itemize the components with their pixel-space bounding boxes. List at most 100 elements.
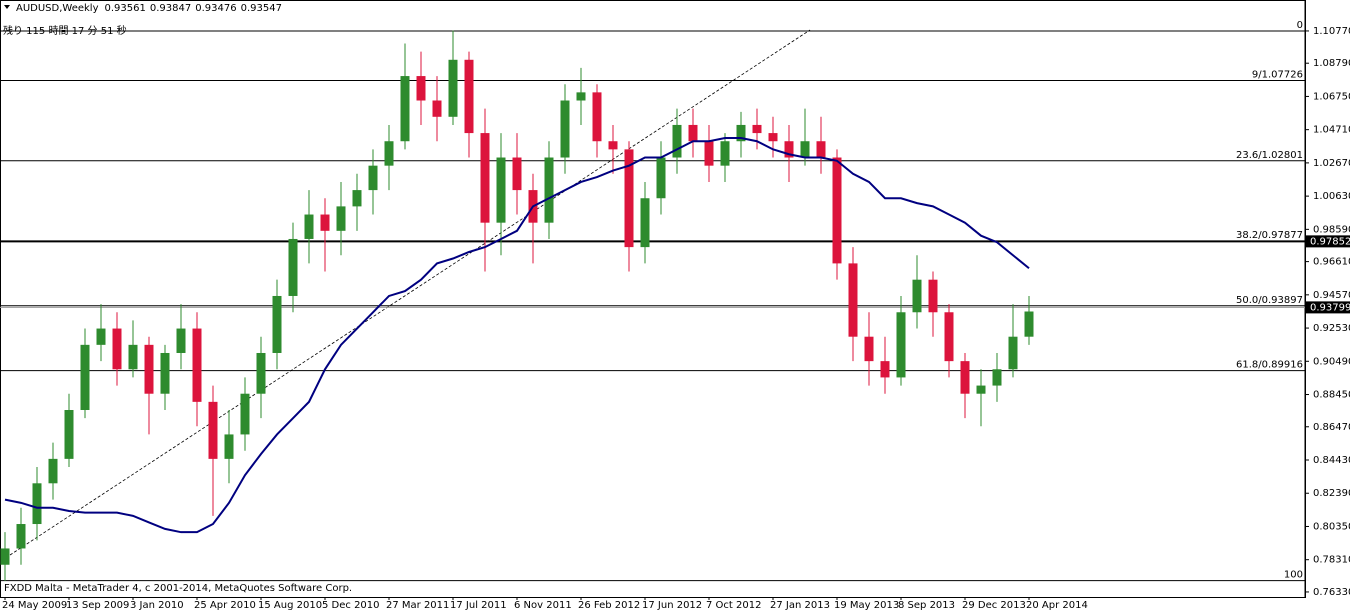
candle-body — [832, 157, 842, 264]
candle-body — [800, 141, 810, 158]
x-tick-label: 29 Dec 2013 — [962, 600, 1026, 611]
x-tick-label: 6 Nov 2011 — [514, 600, 572, 611]
y-tick-label: 1.04710 — [1313, 125, 1350, 136]
marker-label: 0.97852 — [1310, 236, 1350, 247]
candle-body — [864, 336, 874, 362]
y-tick-label: 1.02670 — [1313, 158, 1350, 169]
x-tick-label: 7 Oct 2012 — [706, 600, 761, 611]
indicator-line — [4, 136, 1030, 534]
x-tick-label: 24 May 2009 — [2, 600, 67, 611]
candle-body — [160, 352, 170, 394]
y-tick-label: 1.06750 — [1313, 91, 1350, 102]
candle-body — [704, 141, 714, 166]
marker-box — [1306, 301, 1350, 314]
candle-body — [576, 92, 586, 101]
candle-body — [544, 157, 554, 223]
candle-body — [768, 133, 778, 142]
y-tick-label: 1.08790 — [1313, 58, 1350, 69]
candle-body — [192, 328, 202, 402]
candle-body — [32, 483, 42, 525]
candle-body — [464, 59, 474, 134]
plot-frame — [0, 0, 1306, 598]
candle-body — [752, 124, 762, 134]
candle-body — [992, 369, 1002, 386]
candle-body — [944, 312, 954, 362]
candle-body — [64, 409, 74, 459]
candle-body — [624, 149, 634, 248]
candle-body — [96, 328, 106, 345]
fib-label: 38.2/0.97877 — [1236, 230, 1303, 241]
candle-body — [256, 352, 266, 394]
candle-body — [224, 434, 234, 459]
candle-body — [720, 141, 730, 166]
marker-box — [1306, 235, 1350, 248]
candle-body — [512, 157, 522, 191]
fib-label: 61.8/0.89916 — [1236, 360, 1303, 371]
candle-body — [400, 76, 410, 142]
candle-body — [688, 124, 698, 142]
footer: FXDD Malta - MetaTrader 4, c 2001-2014, … — [4, 583, 352, 594]
candle-body — [0, 548, 10, 565]
candle-body — [128, 344, 138, 370]
x-tick-label: 17 Jul 2011 — [450, 600, 507, 611]
candle-body — [880, 361, 890, 378]
candle-body — [448, 59, 458, 117]
candle-body — [608, 141, 618, 150]
candle-body — [672, 124, 682, 158]
header-value: 0.93547 — [241, 3, 282, 14]
candle-body — [912, 279, 922, 313]
candle-body — [176, 328, 186, 353]
candle-body — [960, 361, 970, 394]
x-tick-label: 17 Jun 2012 — [642, 600, 702, 611]
candle-body — [640, 198, 650, 248]
x-tick-label: 25 Apr 2010 — [194, 600, 256, 611]
candle-body — [432, 100, 442, 117]
fib-label: 50.0/0.93897 — [1236, 295, 1303, 306]
candle-body — [208, 401, 218, 459]
candle-body — [848, 263, 858, 337]
candle-body — [416, 76, 426, 101]
symbol-title: AUDUSD,Weekly — [16, 3, 99, 14]
x-tick-label: 15 Aug 2010 — [258, 600, 322, 611]
candle-body — [1024, 311, 1034, 337]
x-tick-label: 5 Dec 2010 — [322, 600, 380, 611]
candle-body — [144, 344, 154, 394]
candle-body — [656, 157, 666, 199]
candle-body — [816, 141, 826, 158]
x-tick-label: 26 Feb 2012 — [578, 600, 640, 611]
header-value: 0.93561 — [105, 3, 146, 14]
fib-label: 9/1.07726 — [1252, 70, 1303, 81]
x-tick-label: 27 Jan 2013 — [770, 600, 830, 611]
candle-body — [1008, 336, 1018, 370]
candle-body — [336, 206, 346, 231]
candle-body — [976, 385, 986, 394]
x-tick-label: 8 Sep 2013 — [898, 600, 955, 611]
candle-body — [784, 141, 794, 158]
candle-body — [240, 393, 250, 435]
fib-label: 100 — [1284, 570, 1303, 581]
x-tick-label: 27 Mar 2011 — [386, 600, 449, 611]
candle-body — [560, 100, 570, 158]
candle-body — [496, 157, 506, 223]
candle-body — [384, 141, 394, 166]
x-tick-label: 20 Apr 2014 — [1026, 600, 1088, 611]
candle-body — [320, 214, 330, 231]
candle-body — [48, 458, 58, 484]
x-tick-label: 13 Sep 2009 — [66, 600, 129, 611]
x-tick-label: 3 Jan 2010 — [130, 600, 184, 611]
header-value: 0.93847 — [150, 3, 191, 14]
candle-body — [592, 92, 602, 142]
